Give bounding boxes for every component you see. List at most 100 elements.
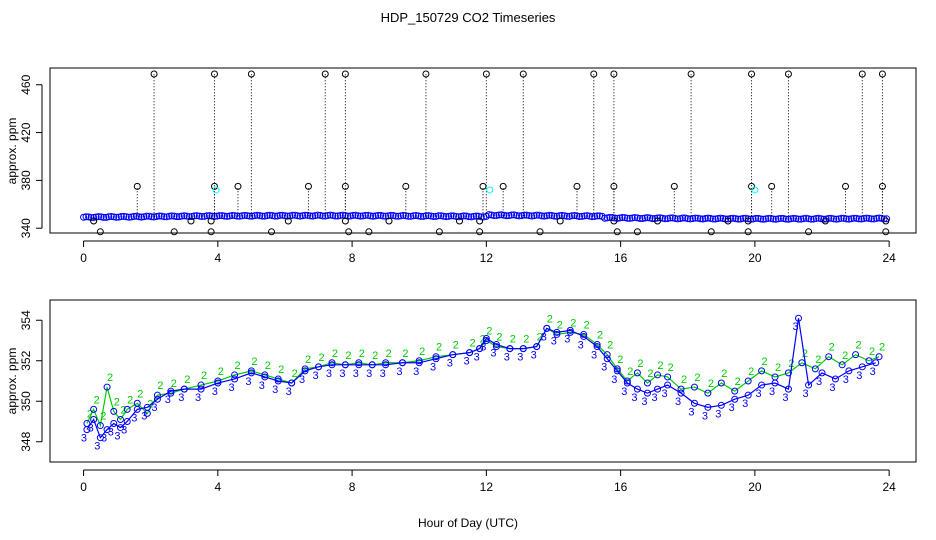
series-2-point bbox=[382, 359, 390, 367]
top-spike-low2-point bbox=[724, 217, 732, 225]
series-2-marker-label: 2 bbox=[171, 378, 177, 390]
series-2-marker-label: 2 bbox=[557, 319, 563, 331]
chart-title: HDP_150729 CO2 Timeseries bbox=[381, 10, 556, 25]
series-2-point bbox=[153, 391, 161, 399]
top-baseline-point bbox=[190, 212, 198, 220]
top-baseline-point bbox=[137, 213, 145, 221]
series-3-point bbox=[103, 426, 111, 434]
series-2-point bbox=[664, 373, 672, 381]
top-baseline-point bbox=[435, 212, 443, 220]
top-baseline-point bbox=[404, 212, 412, 220]
series-2-marker-label: 2 bbox=[94, 394, 100, 406]
top-baseline-point bbox=[744, 215, 752, 223]
top-baseline-point bbox=[661, 215, 669, 223]
top-baseline-point bbox=[283, 212, 291, 220]
top-baseline-point bbox=[553, 212, 561, 220]
top-baseline-point bbox=[314, 211, 322, 219]
top-baseline-point bbox=[233, 212, 241, 220]
series-3-marker-label: 3 bbox=[641, 396, 647, 408]
top-baseline-point bbox=[339, 211, 347, 219]
series-3-marker-label: 3 bbox=[541, 331, 547, 343]
top-baseline-point bbox=[331, 212, 339, 220]
top-baseline-point bbox=[857, 215, 865, 223]
top-baseline-point bbox=[820, 215, 828, 223]
top-baseline-point bbox=[490, 212, 498, 220]
top-baseline-point bbox=[774, 215, 782, 223]
series-3-point bbox=[355, 361, 363, 369]
series-3-marker-label: 3 bbox=[756, 388, 762, 400]
series-2-point bbox=[553, 330, 561, 338]
top-spike-high-point bbox=[150, 70, 158, 78]
top-flag-point bbox=[212, 186, 220, 194]
series-3-marker-label: 3 bbox=[312, 370, 318, 382]
series-3-marker-label: 3 bbox=[651, 392, 657, 404]
top-baseline-point bbox=[100, 213, 108, 221]
top-baseline-point bbox=[445, 212, 453, 220]
top-baseline-point bbox=[704, 214, 712, 222]
top-baseline-point bbox=[198, 213, 206, 221]
series-3-point bbox=[449, 351, 457, 359]
top-baseline-point bbox=[170, 212, 178, 220]
series-2-point bbox=[197, 381, 205, 389]
series-3-marker-label: 3 bbox=[339, 368, 345, 380]
series-3-marker-label: 3 bbox=[464, 356, 470, 368]
top-baseline-point bbox=[792, 215, 800, 223]
top-baseline-point bbox=[591, 212, 599, 220]
top-baseline-point bbox=[472, 212, 480, 220]
series-2-point bbox=[811, 365, 819, 373]
series-2-point bbox=[415, 357, 423, 365]
series-3-marker-label: 3 bbox=[792, 321, 798, 333]
series-3-marker-label: 3 bbox=[803, 388, 809, 400]
series-3-point bbox=[197, 385, 205, 393]
top-baseline-point bbox=[178, 212, 186, 220]
series-2-point bbox=[825, 353, 833, 361]
series-3-marker-label: 3 bbox=[212, 386, 218, 398]
top-spike-high-point bbox=[687, 70, 695, 78]
top-spike-low2-point bbox=[476, 217, 484, 225]
series-2-point bbox=[231, 371, 239, 379]
top-baseline-point bbox=[873, 214, 881, 222]
top-baseline-point bbox=[860, 215, 868, 223]
series-3-point bbox=[744, 391, 752, 399]
series-2-point bbox=[301, 365, 309, 373]
top-baseline-point bbox=[671, 214, 679, 222]
series-2-point bbox=[677, 385, 685, 393]
top-baseline-point bbox=[369, 212, 377, 220]
series-2-marker-label: 2 bbox=[251, 356, 257, 368]
top-baseline-point bbox=[281, 212, 289, 220]
top-spike-low-point bbox=[707, 228, 715, 236]
top-baseline-point bbox=[601, 214, 609, 222]
series-2-point bbox=[116, 415, 124, 423]
top-baseline-point bbox=[409, 212, 417, 220]
top-baseline-point bbox=[160, 213, 168, 221]
top-baseline-point bbox=[112, 213, 120, 221]
top-baseline-point bbox=[734, 215, 742, 223]
series-3-point bbox=[382, 361, 390, 369]
top-baseline-point bbox=[477, 213, 485, 221]
top-y-axis-label: approx. ppm bbox=[5, 118, 19, 185]
bottom-x-axis: 0 4 8 12 16 20 24 bbox=[80, 469, 896, 494]
series-3-marker-label: 3 bbox=[272, 384, 278, 396]
top-baseline-point bbox=[329, 211, 337, 219]
top-spike-low-point bbox=[207, 228, 215, 236]
top-baseline-point bbox=[505, 212, 513, 220]
series-2-marker-label: 2 bbox=[87, 409, 93, 421]
top-spike-low-point bbox=[613, 228, 621, 236]
series-3-point bbox=[758, 381, 766, 389]
top-baseline-point bbox=[158, 212, 166, 220]
top-baseline-point bbox=[367, 212, 375, 220]
top-baseline-point bbox=[628, 214, 636, 222]
top-baseline-point bbox=[555, 212, 563, 220]
top-baseline-point bbox=[80, 213, 88, 221]
series-2-point bbox=[90, 405, 98, 413]
top-baseline-point bbox=[148, 213, 156, 221]
top-baseline-point bbox=[545, 211, 553, 219]
series-3-marker-label: 3 bbox=[326, 368, 332, 380]
series-2-marker-label: 2 bbox=[570, 317, 576, 329]
top-baseline-point bbox=[807, 215, 815, 223]
series-3-point bbox=[654, 385, 662, 393]
top-baseline-point bbox=[636, 214, 644, 222]
series-3-point bbox=[368, 361, 376, 369]
top-baseline-point bbox=[291, 211, 299, 219]
top-baseline-point bbox=[497, 211, 505, 219]
